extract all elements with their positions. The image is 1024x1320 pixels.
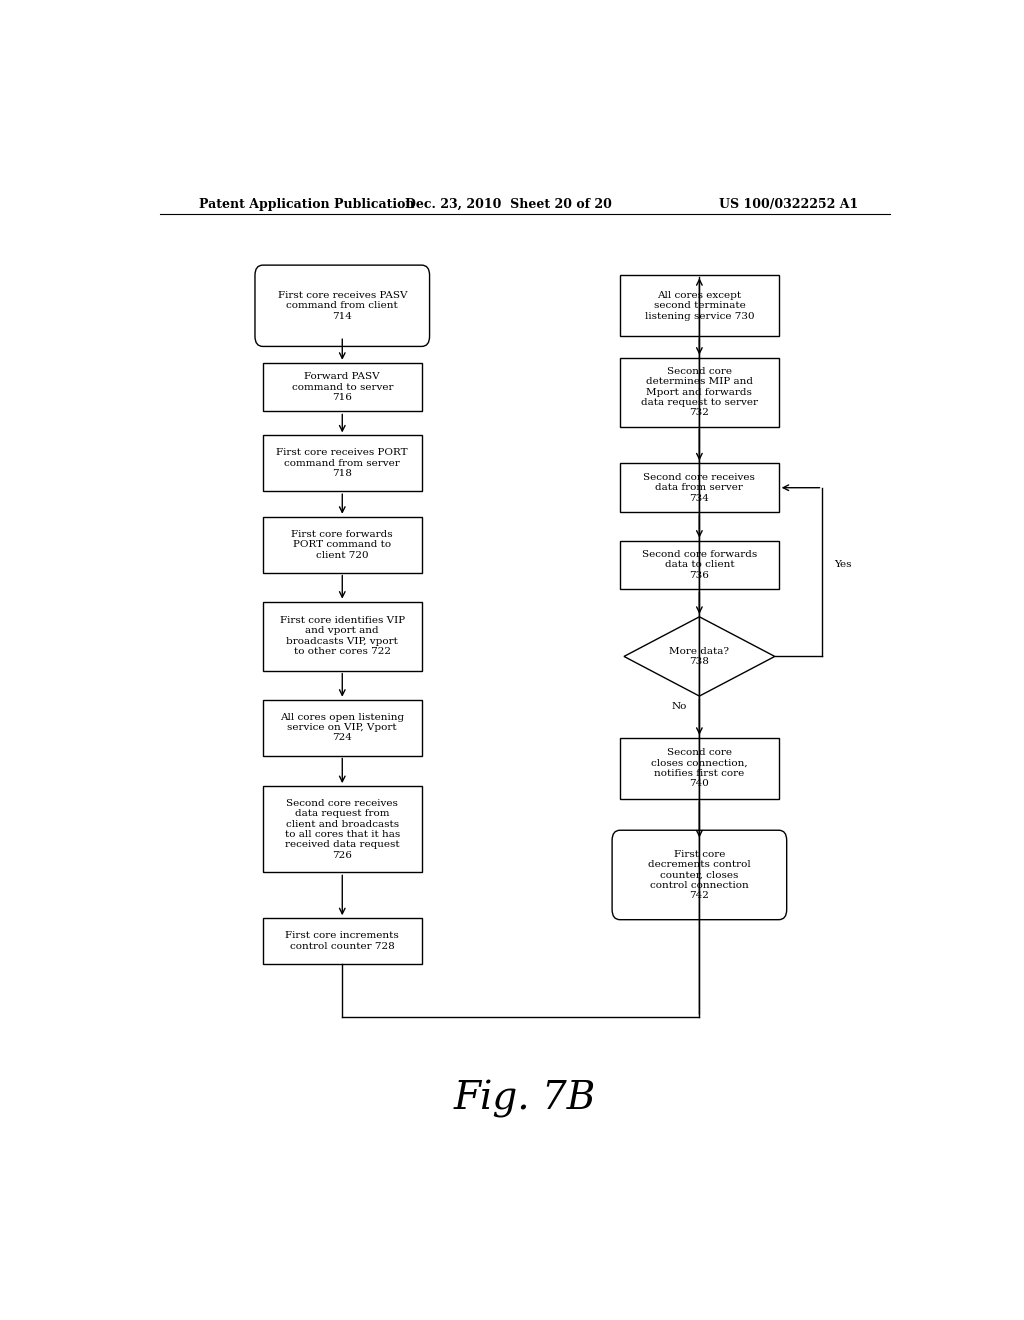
Text: Fig. 7B: Fig. 7B [454, 1080, 596, 1118]
FancyBboxPatch shape [263, 516, 422, 573]
FancyBboxPatch shape [263, 436, 422, 491]
FancyBboxPatch shape [620, 276, 779, 337]
FancyBboxPatch shape [263, 602, 422, 671]
Text: First core receives PASV
command from client
714: First core receives PASV command from cl… [278, 290, 407, 321]
Text: More data?
738: More data? 738 [670, 647, 729, 667]
Text: First core forwards
PORT command to
client 720: First core forwards PORT command to clie… [292, 529, 393, 560]
Polygon shape [624, 616, 775, 696]
Text: All cores open listening
service on VIP, Vport
724: All cores open listening service on VIP,… [281, 713, 404, 742]
FancyBboxPatch shape [263, 700, 422, 755]
FancyBboxPatch shape [620, 541, 779, 589]
Text: Second core receives
data request from
client and broadcasts
to all cores that i: Second core receives data request from c… [285, 799, 400, 859]
FancyBboxPatch shape [620, 738, 779, 799]
Text: No: No [672, 702, 687, 710]
Text: Dec. 23, 2010  Sheet 20 of 20: Dec. 23, 2010 Sheet 20 of 20 [406, 198, 612, 211]
Text: Second core
determines MIP and
Mport and forwards
data request to server
732: Second core determines MIP and Mport and… [641, 367, 758, 417]
Text: US 100/0322252 A1: US 100/0322252 A1 [719, 198, 858, 211]
Text: Second core forwards
data to client
736: Second core forwards data to client 736 [642, 550, 757, 579]
FancyBboxPatch shape [620, 358, 779, 426]
Text: Patent Application Publication: Patent Application Publication [200, 198, 415, 211]
Text: First core identifies VIP
and vport and
broadcasts VIP, vport
to other cores 722: First core identifies VIP and vport and … [280, 616, 404, 656]
Text: Second core
closes connection,
notifies first core
740: Second core closes connection, notifies … [651, 748, 748, 788]
FancyBboxPatch shape [620, 463, 779, 512]
Text: Second core receives
data from server
734: Second core receives data from server 73… [643, 473, 756, 503]
Text: All cores except
second terminate
listening service 730: All cores except second terminate listen… [644, 290, 755, 321]
FancyBboxPatch shape [263, 363, 422, 412]
FancyBboxPatch shape [263, 919, 422, 964]
Text: First core increments
control counter 728: First core increments control counter 72… [286, 932, 399, 950]
FancyBboxPatch shape [263, 785, 422, 873]
Text: Yes: Yes [835, 561, 852, 569]
Text: Forward PASV
command to server
716: Forward PASV command to server 716 [292, 372, 393, 403]
Text: First core receives PORT
command from server
718: First core receives PORT command from se… [276, 449, 409, 478]
FancyBboxPatch shape [255, 265, 430, 346]
Text: First core
decrements control
counter, closes
control connection
742: First core decrements control counter, c… [648, 850, 751, 900]
FancyBboxPatch shape [612, 830, 786, 920]
